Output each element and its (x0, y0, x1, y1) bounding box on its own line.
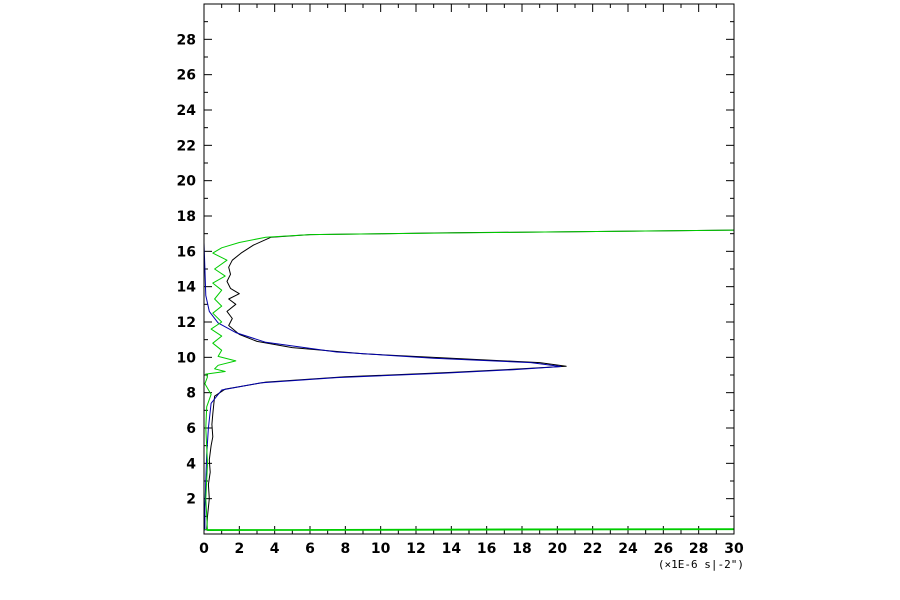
y-tick-label: 12 (177, 315, 196, 331)
x-tick-label: 24 (618, 541, 638, 557)
series-layer (203, 57, 735, 531)
y-tick-label: 2 (186, 492, 196, 508)
y-tick-label: 28 (177, 32, 196, 48)
x-tick-label: 8 (340, 541, 350, 557)
x-tick-label: 6 (305, 541, 315, 557)
y-tick-label: 10 (177, 350, 197, 366)
x-unit-label: (×1E-6 s|-2") (658, 558, 744, 571)
x-tick-label: 0 (199, 541, 209, 557)
x-tick-label: 14 (442, 541, 462, 557)
x-tick-label: 2 (234, 541, 244, 557)
x-tick-label: 28 (689, 541, 708, 557)
series-line-1 (203, 57, 562, 531)
y-tick-label: 18 (177, 209, 196, 225)
y-tick-label: 4 (186, 456, 196, 472)
x-tick-label: 4 (270, 541, 280, 557)
y-tick-label: 22 (177, 138, 196, 154)
series-line-0 (206, 229, 735, 531)
x-tick-label: 12 (406, 541, 425, 557)
y-tick-label: 20 (177, 174, 197, 190)
series-line-2 (204, 229, 735, 531)
y-tick-label: 16 (177, 244, 196, 260)
x-tick-label: 26 (654, 541, 673, 557)
axis-ticks (203, 3, 735, 535)
x-tick-label: 18 (512, 541, 531, 557)
y-tick-label: 8 (186, 386, 196, 402)
y-tick-label: 6 (186, 421, 196, 437)
y-tick-label: 14 (177, 280, 197, 296)
x-tick-label: 22 (583, 541, 602, 557)
x-tick-label: 10 (371, 541, 391, 557)
y-tick-label: 26 (177, 68, 196, 84)
y-tick-label: 24 (177, 103, 197, 119)
x-tick-labels: 0 2 4 6 8 10 12 14 16 18 20 22 24 26 28 30 (199, 541, 744, 557)
x-tick-label: 16 (477, 541, 496, 557)
x-tick-label: 20 (548, 541, 568, 557)
plot-frame (203, 3, 735, 535)
x-tick-label: 30 (724, 541, 744, 557)
